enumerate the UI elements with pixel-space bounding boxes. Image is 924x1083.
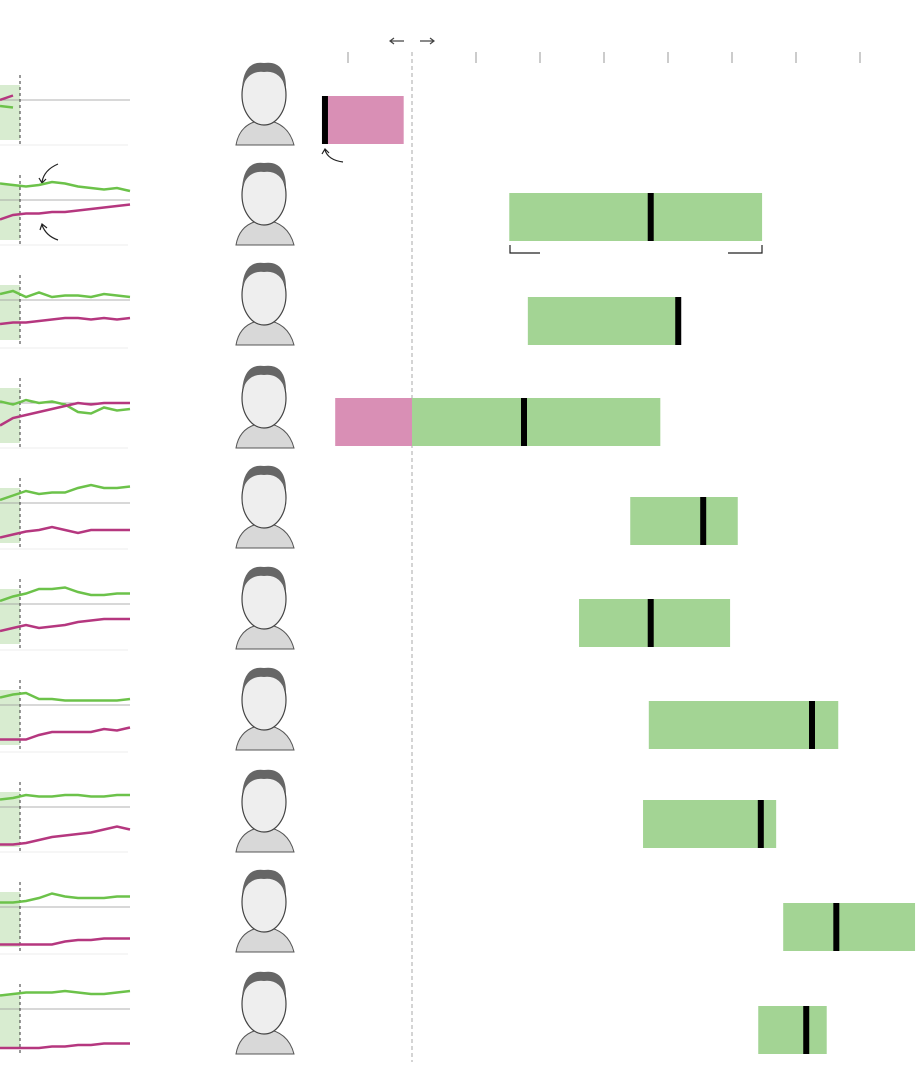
portrait [235,971,295,1055]
spark-shade [0,488,20,543]
spark-shade [0,892,20,947]
disapprove-line [0,316,131,326]
approve-line [0,586,130,603]
range-bar [643,800,777,848]
approve-line [0,793,130,801]
range-bar [648,701,839,749]
portrait-hair [242,566,286,592]
approve-line [0,989,131,997]
approve-line [0,691,131,702]
marker [675,297,682,345]
annotation-arrows [38,148,763,254]
disapprove-line [0,94,14,102]
portrait [235,465,295,549]
range-bar [509,193,763,241]
disapprove-line [0,203,131,221]
portrait-hair [242,365,286,391]
range-bar [783,903,916,951]
marker [809,701,815,749]
portrait [235,262,295,346]
range-bar-negative [335,398,412,446]
marker [833,903,840,951]
approve-line [0,180,131,193]
marker [321,96,328,144]
marker [803,1006,810,1054]
portrait-hair [242,62,286,88]
disapprove-line [0,937,130,946]
range-bar [579,599,731,647]
approve-line [0,398,131,415]
direction-arrows [389,37,435,45]
spark-shade [0,994,20,1049]
spark-shade [0,85,20,140]
portrait-hair [242,769,286,795]
spark-shade [0,285,20,340]
portrait-hair [242,869,286,895]
portrait-hair [242,262,286,288]
disapprove-line [0,617,130,633]
range-bar [323,96,404,144]
marker [700,497,707,545]
disapprove-line [0,401,130,427]
range-bar [758,1006,827,1054]
approve-line [0,892,130,904]
portrait [235,162,295,246]
marker [521,398,527,446]
portrait-hair [242,465,286,491]
portrait-hair [242,971,286,997]
portrait [235,667,295,751]
marker [647,599,654,647]
disapprove-line [0,825,131,846]
portrait [235,365,295,449]
approve-line [0,289,131,299]
marker [757,800,764,848]
portrait-hair [242,162,286,188]
portrait [235,869,295,953]
range-bar [630,497,738,545]
portrait [235,62,295,146]
portrait [235,566,295,650]
approve-line [0,104,14,109]
disapprove-line [0,726,131,741]
spark-shade [0,185,20,240]
spark-shade [0,388,20,443]
portrait [235,769,295,853]
range-bar-positive [412,398,661,446]
disapprove-line [0,1042,130,1050]
spark-shade [0,792,20,847]
range-bar [527,297,681,345]
approve-line [0,483,131,502]
disapprove-line [0,525,130,539]
spark-shade [0,690,20,745]
marker [647,193,654,241]
portrait-hair [242,667,286,693]
